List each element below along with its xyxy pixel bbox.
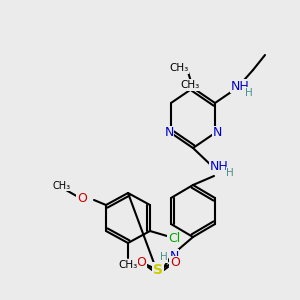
Text: O: O [136,256,146,269]
Text: S: S [153,263,163,277]
Text: H: H [226,168,234,178]
Text: N: N [164,127,174,140]
Text: CH₃: CH₃ [180,80,200,90]
Text: O: O [170,256,180,269]
Text: N: N [212,127,222,140]
Text: H: H [160,252,168,262]
Text: O: O [77,191,87,205]
Text: CH₃: CH₃ [169,63,189,73]
Text: Cl: Cl [168,232,180,244]
Text: NH: NH [231,80,249,92]
Text: CH₃: CH₃ [118,260,138,270]
Text: N: N [169,250,179,262]
Text: H: H [245,88,253,98]
Text: NH: NH [210,160,228,172]
Text: CH₃: CH₃ [53,181,71,191]
